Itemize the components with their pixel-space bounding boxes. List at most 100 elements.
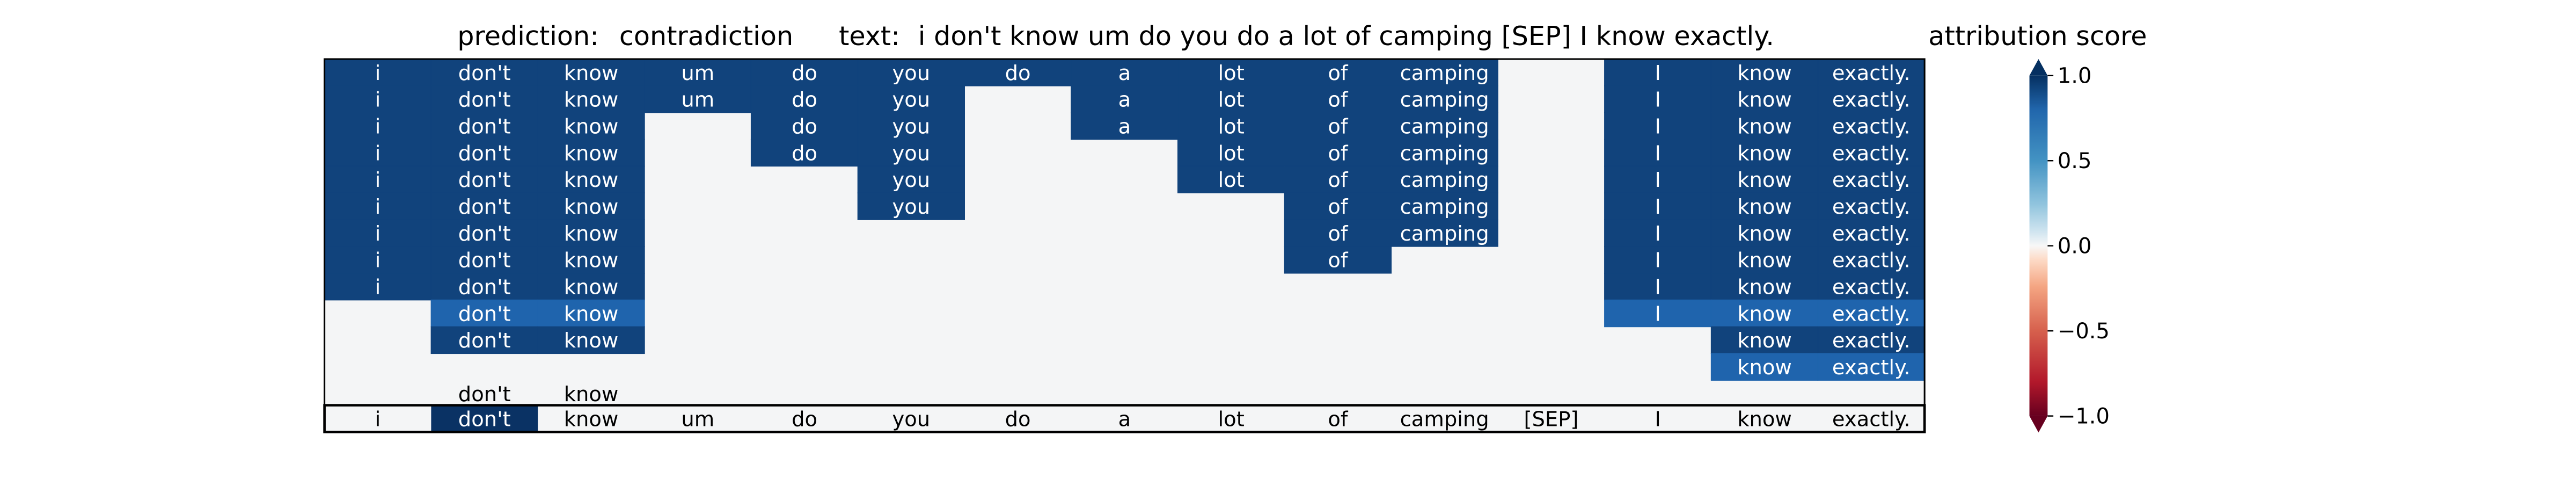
attribution-token-label: lot (1218, 407, 1245, 431)
heatmap-cell (857, 165, 965, 194)
cell-token-label: you (892, 195, 931, 219)
text-value: i don't know um do you do a lot of campi… (918, 20, 1774, 52)
cell-token-label: i (375, 141, 381, 165)
cell-token-label: know (564, 382, 619, 407)
cell-token-label: lot (1218, 114, 1245, 139)
heatmap-cell (1391, 112, 1498, 140)
cell-token-label: know (564, 195, 619, 219)
heatmap-cell (1177, 59, 1285, 86)
colorbar-tick-label: 1.0 (2058, 64, 2092, 89)
heatmap-cell (644, 85, 752, 113)
heatmap-cell (1604, 165, 1712, 194)
heatmap-cell (1604, 192, 1712, 220)
heatmap-cell (1817, 112, 1925, 140)
cell-token-label: lot (1218, 141, 1245, 165)
cell-token-label: know (564, 168, 619, 192)
cell-token-label: exactly. (1832, 302, 1911, 326)
cell-token-label: you (892, 114, 931, 139)
cell-token-label: know (564, 141, 619, 165)
cell-token-label: know (1737, 141, 1792, 165)
cell-token-label: you (892, 88, 931, 112)
heatmap-cell (430, 112, 538, 140)
cell-token-label: camping (1400, 114, 1489, 139)
attribution-token-label: a (1118, 407, 1131, 431)
attribution-token-label: know (1737, 407, 1792, 431)
cell-token-label: I (1655, 61, 1661, 85)
heatmap-cell (1284, 112, 1392, 140)
cell-token-label: i (375, 61, 381, 85)
cell-token-label: of (1328, 141, 1349, 165)
heatmap-cell (1710, 85, 1819, 113)
cell-token-label: do (792, 114, 817, 139)
heatmap-cell (1604, 59, 1712, 86)
cell-token-label: of (1328, 114, 1349, 139)
attribution-token-label: of (1328, 407, 1349, 431)
cell-token-label: I (1655, 222, 1661, 246)
cell-token-label: don't (458, 382, 511, 407)
heatmap-cell (537, 85, 645, 113)
heatmap-cell (1817, 353, 1925, 381)
heatmap-cell (537, 59, 645, 86)
heatmap-cell (1284, 85, 1392, 113)
cell-token-label: I (1655, 141, 1661, 165)
heatmap-cell (324, 273, 432, 301)
heatmap-cell (1710, 192, 1819, 220)
heatmap-cell (430, 85, 538, 113)
cell-token-label: lot (1218, 168, 1245, 192)
colorbar-tick-label: −0.5 (2058, 319, 2110, 344)
cell-token-label: exactly. (1832, 195, 1911, 219)
heatmap-cell (1817, 139, 1925, 167)
cell-token-label: know (564, 249, 619, 273)
heatmap-cell (430, 326, 538, 354)
colorbar: attribution score 1.0 0.5 0.0 −0.5 −1.0 (1928, 20, 2147, 433)
cell-token-label: I (1655, 195, 1661, 219)
cell-token-label: do (1005, 61, 1031, 85)
attribution-token-label: um (681, 407, 714, 431)
cell-token-label: exactly. (1832, 141, 1911, 165)
cell-token-label: know (1737, 168, 1792, 192)
attribution-token-label: do (792, 407, 817, 431)
cell-token-label: don't (458, 222, 511, 246)
cell-token-label: know (1737, 329, 1792, 353)
cell-token-label: know (1737, 114, 1792, 139)
attribution-cell (431, 405, 538, 432)
heatmap-cell (324, 246, 432, 274)
cell-token-label: of (1328, 61, 1349, 85)
cell-token-label: camping (1400, 195, 1489, 219)
heatmap-cell (1710, 326, 1819, 354)
cell-token-label: i (375, 114, 381, 139)
cell-token-label: know (1737, 88, 1792, 112)
cell-token-label: exactly. (1832, 356, 1911, 380)
cell-token-label: know (1737, 249, 1792, 273)
cell-token-label: know (564, 61, 619, 85)
cell-token-label: you (892, 61, 931, 85)
colorbar-tick-label: 0.0 (2058, 234, 2092, 259)
cell-token-label: don't (458, 195, 511, 219)
cell-token-label: I (1655, 249, 1661, 273)
attribution-row-frame (323, 404, 1926, 433)
heatmap-cell (430, 273, 538, 301)
cell-token-label: know (564, 329, 619, 353)
colorbar-extend-top (2029, 59, 2048, 76)
heatmap-cell (537, 273, 645, 301)
prediction-label: prediction: (457, 20, 599, 52)
cell-token-label: you (892, 141, 931, 165)
cell-token-label: know (564, 275, 619, 300)
cell-token-label: exactly. (1832, 168, 1911, 192)
attribution-token-label: you (892, 407, 931, 431)
cell-token-label: I (1655, 302, 1661, 326)
heatmap-cell (537, 219, 645, 247)
heatmap-cell (1284, 192, 1392, 220)
cell-token-label: a (1118, 114, 1131, 139)
cell-token-label: exactly. (1832, 249, 1911, 273)
cell-token-label: camping (1400, 222, 1489, 246)
heatmap-cell (1817, 273, 1925, 301)
cell-token-label: know (1737, 195, 1792, 219)
heatmap-cell (1391, 219, 1498, 247)
colorbar-tick-label: 0.5 (2058, 149, 2092, 173)
heatmap-cell (1710, 299, 1819, 328)
cell-token-label: don't (458, 88, 511, 112)
heatmap-cell (1604, 246, 1712, 274)
cell-token-label: of (1328, 88, 1349, 112)
